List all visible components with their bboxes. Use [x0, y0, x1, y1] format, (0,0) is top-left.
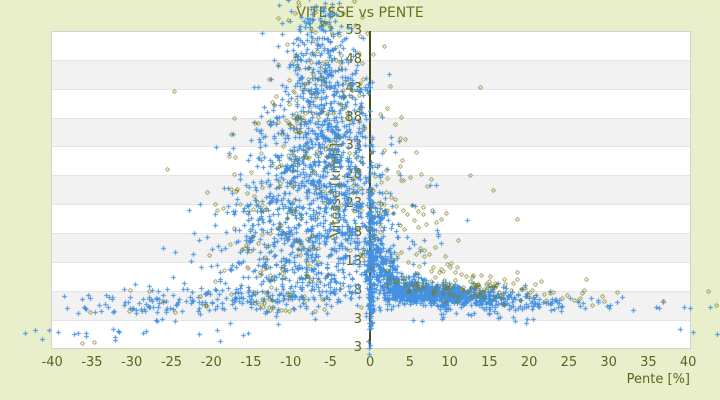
y-axis-min-label: 3 — [353, 340, 362, 355]
y-tick-label: 38 — [345, 109, 362, 125]
y-tick-label: 53 — [345, 22, 362, 38]
grid-line — [52, 262, 690, 263]
zero-axis-line — [369, 31, 371, 348]
y-tick-label: 28 — [345, 167, 362, 183]
y-tick-label: 23 — [345, 196, 362, 212]
grid-line — [52, 175, 690, 176]
grid-line — [52, 233, 690, 234]
grid-band — [52, 290, 690, 320]
grid-line — [52, 204, 690, 205]
y-tick-label: 43 — [345, 80, 362, 96]
x-tick-label: 40 — [679, 355, 697, 370]
y-tick-label: 33 — [345, 138, 362, 154]
grid-line — [52, 320, 690, 321]
grid-band — [52, 59, 690, 89]
grid-band — [52, 233, 690, 262]
y-tick-label: 3 — [353, 311, 362, 327]
grid-line — [52, 118, 690, 119]
y-tick-label: 18 — [345, 225, 362, 241]
grid-band — [52, 117, 690, 147]
y-tick-label: 13 — [345, 254, 362, 269]
grid-line — [52, 291, 690, 292]
grid-line — [52, 146, 690, 147]
y-tick-label: 48 — [345, 51, 362, 67]
x-axis-label: Pente [%] — [626, 372, 690, 387]
chart-title: VITESSE vs PENTE — [296, 5, 424, 21]
grid-line — [52, 60, 690, 61]
y-tick-label: 8 — [353, 282, 362, 298]
grid-band — [52, 175, 690, 205]
grid-line — [52, 89, 690, 90]
